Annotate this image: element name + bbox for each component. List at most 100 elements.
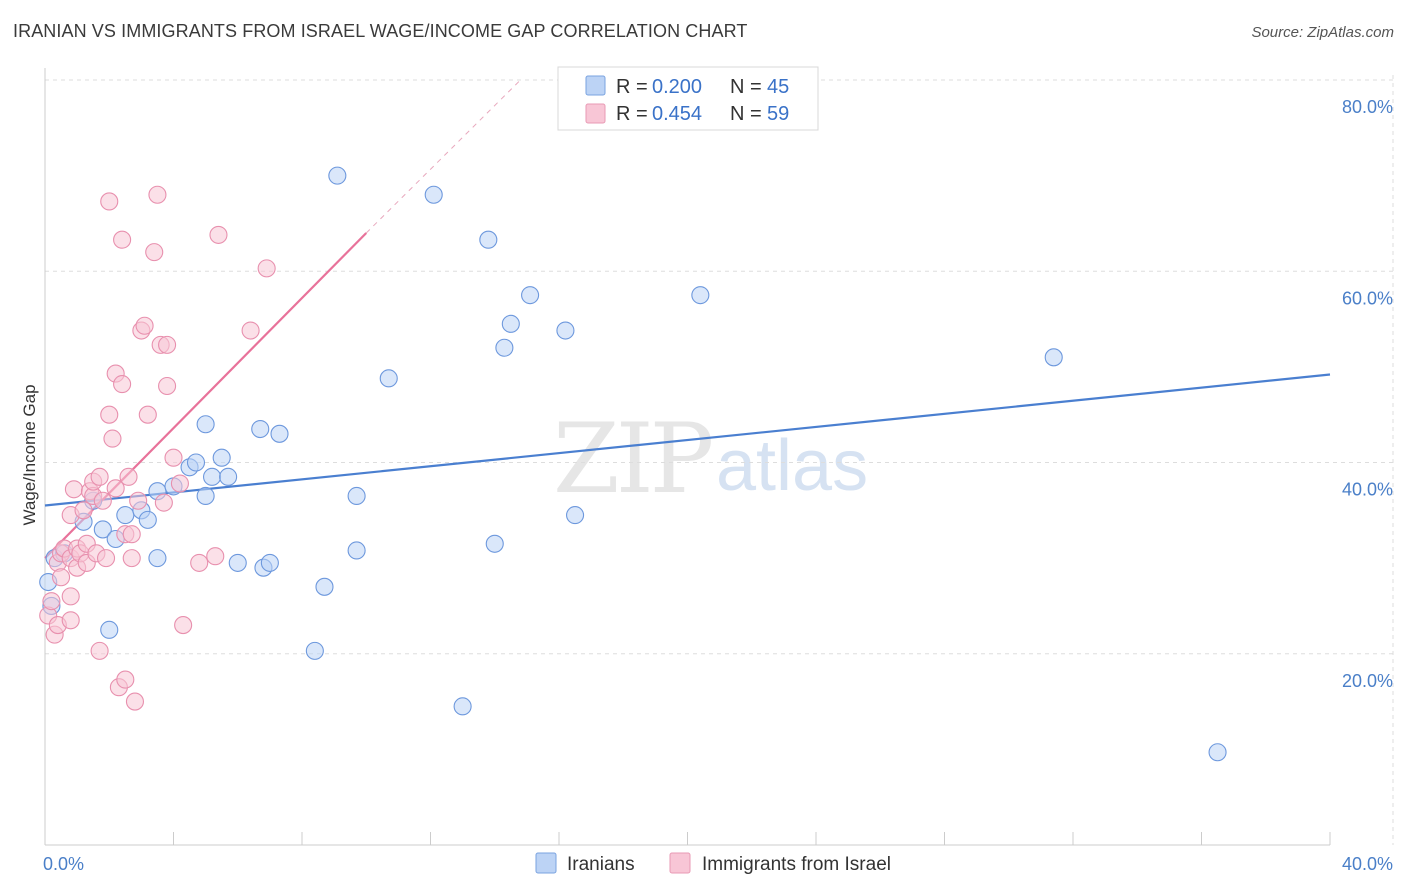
iranian-point-18 xyxy=(196,415,215,434)
iranian-point-39 xyxy=(521,286,540,305)
correlation-legend: R = 0.200 N = 45 R = 0.454 N = 59 xyxy=(557,66,819,131)
source-credit: Source: ZipAtlas.com xyxy=(1251,24,1394,41)
israel-point-25 xyxy=(93,491,112,510)
israel-point-5 xyxy=(52,568,71,587)
iranian-point-27 xyxy=(305,641,324,660)
israel-point-29 xyxy=(103,429,122,448)
legend-r-value-2: 0.454 xyxy=(652,103,702,125)
israel-point-46 xyxy=(148,185,167,204)
israel-point-1 xyxy=(42,592,61,611)
iranian-point-43 xyxy=(1044,348,1063,367)
iranian-point-16 xyxy=(186,453,206,472)
israel-point-51 xyxy=(164,448,183,467)
iranian-point-34 xyxy=(453,697,472,716)
chart-title: IRANIAN VS IMMIGRANTS FROM ISRAEL WAGE/I… xyxy=(13,21,748,41)
israel-point-45 xyxy=(145,243,164,262)
israel-trend-extension xyxy=(365,79,521,234)
legend-swatch-israel xyxy=(585,103,606,124)
iranian-point-9 xyxy=(116,506,135,525)
iranian-point-36 xyxy=(485,534,504,553)
israel-point-27 xyxy=(100,405,119,424)
legend-r-value-1: 0.200 xyxy=(652,76,702,98)
iranian-point-35 xyxy=(479,230,498,249)
israel-point-37 xyxy=(119,467,138,486)
tick-labels: 20.0% 40.0% 60.0% 80.0% 0.0% 40.0% xyxy=(43,97,1393,874)
bottom-legend-swatch-iranians xyxy=(535,852,557,874)
iranian-point-38 xyxy=(501,314,520,333)
israel-point-55 xyxy=(206,547,225,566)
israel-point-44 xyxy=(138,405,157,424)
israel-point-58 xyxy=(257,259,276,278)
iranian-point-19 xyxy=(203,467,222,486)
legend-r-label-1: R = xyxy=(616,76,648,98)
israel-point-52 xyxy=(170,474,189,493)
x-tick-label-max: 40.0% xyxy=(1342,854,1393,874)
y-tick-label-40: 40.0% xyxy=(1342,480,1393,500)
y-tick-label-20: 20.0% xyxy=(1342,671,1393,691)
iranian-point-31 xyxy=(347,541,366,560)
legend-n-value-1: 45 xyxy=(767,76,789,98)
israel-point-36 xyxy=(116,670,135,689)
legend-n-label-2: N = xyxy=(730,103,762,125)
iranian-point-6 xyxy=(93,520,112,539)
iranian-point-30 xyxy=(347,486,366,506)
legend-r-label-2: R = xyxy=(616,103,648,125)
iranians-trend-line xyxy=(44,373,1331,507)
y-tick-label-80: 80.0% xyxy=(1342,97,1393,117)
iranian-point-21 xyxy=(219,467,238,486)
iranian-point-29 xyxy=(328,166,347,185)
israel-point-34 xyxy=(113,230,132,249)
iranian-point-41 xyxy=(566,506,585,525)
series-legend: Iranians Immigrants from Israel xyxy=(535,852,891,875)
legend-n-value-2: 59 xyxy=(767,103,789,125)
israel-point-23 xyxy=(90,641,109,660)
israel-point-57 xyxy=(241,321,260,340)
israel-point-26 xyxy=(96,549,116,568)
iranian-point-37 xyxy=(495,338,514,357)
israel-point-43 xyxy=(135,316,154,335)
israel-point-16 xyxy=(74,501,93,520)
israel-point-48 xyxy=(154,493,173,512)
iranian-point-42 xyxy=(691,286,710,305)
iranian-point-33 xyxy=(424,185,443,204)
y-axis-label: Wage/Income Gap xyxy=(20,384,39,525)
iranian-point-17 xyxy=(196,486,215,506)
iranian-point-22 xyxy=(228,553,247,572)
series-israel xyxy=(39,185,276,711)
israel-point-56 xyxy=(209,225,228,244)
iranian-point-26 xyxy=(270,424,289,443)
watermark-atlas: atlas xyxy=(716,426,868,506)
israel-point-30 xyxy=(106,479,125,498)
israel-point-24 xyxy=(90,467,109,486)
israel-point-9 xyxy=(61,587,80,606)
watermark-zip: ZIP xyxy=(553,403,712,515)
bottom-legend-swatch-israel xyxy=(669,852,691,874)
israel-point-39 xyxy=(122,525,141,544)
bottom-legend-israel: Immigrants from Israel xyxy=(702,854,891,875)
israel-point-49 xyxy=(158,335,177,354)
israel-point-40 xyxy=(125,692,144,711)
israel-point-54 xyxy=(190,553,209,572)
iranian-point-25 xyxy=(260,553,279,572)
israel-point-28 xyxy=(100,192,119,211)
israel-point-41 xyxy=(129,491,148,510)
data-points xyxy=(39,166,1227,762)
israel-point-33 xyxy=(113,375,132,394)
iranian-point-44 xyxy=(1208,743,1227,762)
iranian-point-11 xyxy=(138,510,157,529)
israel-point-38 xyxy=(122,549,141,568)
axes xyxy=(44,68,1331,846)
iranian-point-13 xyxy=(148,549,167,568)
iranian-point-7 xyxy=(100,620,119,639)
legend-swatch-iranians xyxy=(585,75,606,96)
iranian-point-20 xyxy=(212,448,231,467)
iranian-point-23 xyxy=(251,419,270,439)
iranian-point-32 xyxy=(379,369,398,388)
iranian-point-40 xyxy=(556,321,575,340)
x-tick-label-min: 0.0% xyxy=(43,854,84,874)
israel-point-12 xyxy=(64,480,83,499)
iranian-point-28 xyxy=(315,577,334,596)
bottom-legend-iranians: Iranians xyxy=(567,854,635,875)
israel-point-50 xyxy=(158,376,177,396)
